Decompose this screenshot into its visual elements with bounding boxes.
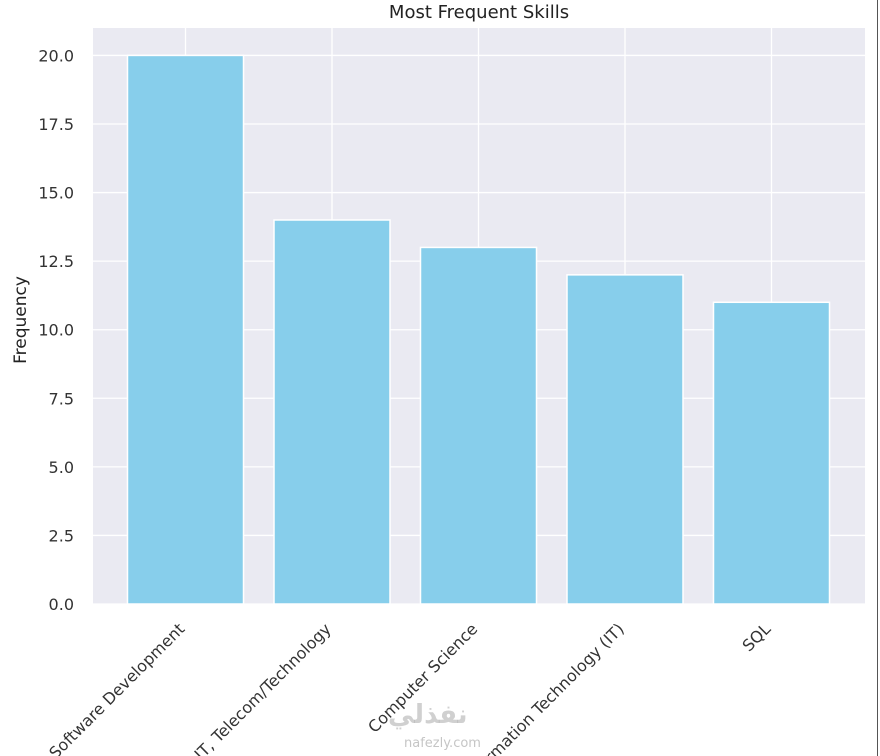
y-tick-label: 0.0: [49, 595, 74, 614]
y-tick-label: 2.5: [49, 526, 74, 545]
frame-edge: [877, 0, 878, 756]
y-tick-label: 5.0: [49, 458, 74, 477]
x-tick-label: Software Development: [45, 619, 188, 756]
bar: [273, 219, 391, 605]
x-tick-label: Information Technology (IT): [459, 619, 628, 756]
y-tick-label: 10.0: [38, 321, 74, 340]
y-tick-label: 17.5: [38, 115, 74, 134]
watermark-domain: nafezly.com: [404, 736, 481, 751]
bars: [126, 54, 831, 605]
x-tick-label: IT, Telecom/Technology: [191, 619, 335, 756]
y-tick-label: 15.0: [38, 184, 74, 203]
bar: [419, 246, 538, 605]
bar: [566, 274, 684, 605]
chart-title: Most Frequent Skills: [389, 2, 569, 23]
y-axis-label: Frequency: [11, 276, 31, 364]
y-tick-label: 7.5: [49, 389, 74, 408]
bar: [126, 54, 245, 605]
watermark-logo: نفذلي: [388, 700, 468, 730]
x-tick-label: SQL: [738, 619, 774, 655]
y-tick-label: 20.0: [38, 46, 74, 65]
y-tick-labels: 0.0 2.5 5.0 7.5 10.0 12.5 15.0 17.5 20.0: [38, 46, 74, 614]
bar: [712, 301, 831, 605]
y-tick-label: 12.5: [38, 252, 74, 271]
